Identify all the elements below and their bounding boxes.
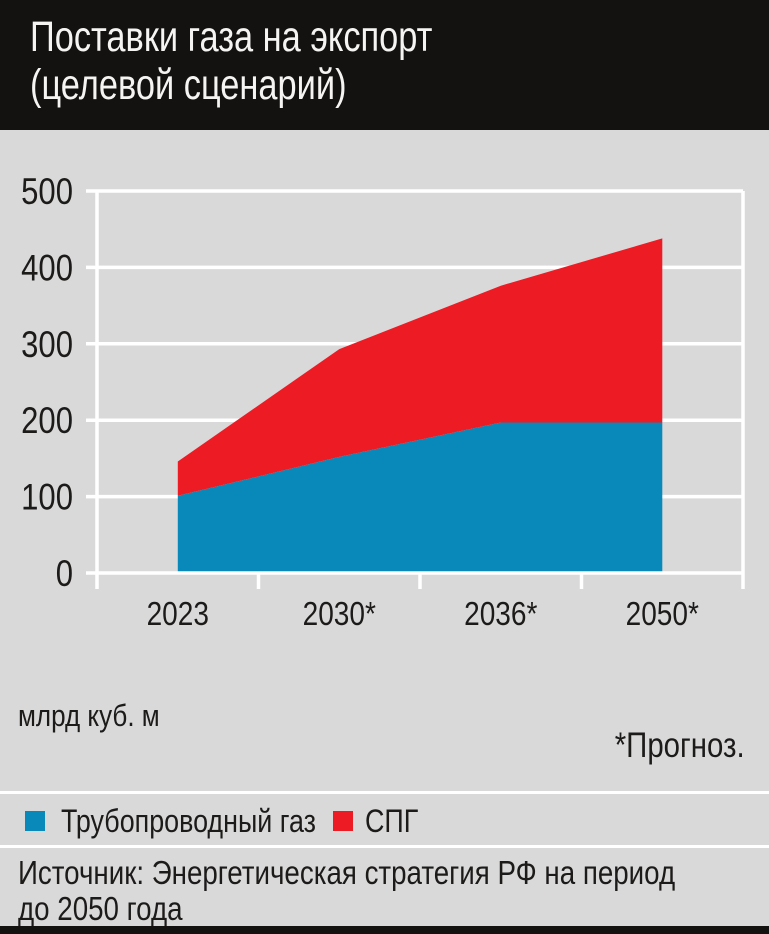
bottom-black-bar	[0, 926, 769, 934]
source-attribution: Источник: Энергетическая стратегия РФ на…	[18, 855, 675, 927]
source-line-1: Источник: Энергетическая стратегия РФ на…	[18, 854, 676, 891]
x-axis-label: 2036*	[464, 596, 537, 633]
svg-text:500: 500	[21, 172, 73, 213]
chart-title-bar: Поставки газа на экспорт (целевой сценар…	[0, 0, 769, 130]
x-axis-label: 2050*	[626, 596, 699, 633]
svg-text:200: 200	[21, 401, 73, 442]
chart-title-line-2: (целевой сценарий)	[30, 61, 347, 109]
svg-text:2030*: 2030*	[303, 596, 376, 633]
y-axis-label: 0	[56, 554, 73, 595]
forecast-footnote: *Прогноз.	[615, 726, 745, 765]
legend-swatch-lng	[333, 811, 353, 831]
area-pipeline-gas	[177, 422, 663, 573]
svg-text:2023: 2023	[147, 596, 209, 633]
legend-label-lng: СПГ	[365, 803, 419, 839]
y-axis-label: 200	[21, 401, 73, 442]
chart-title-line-1: Поставки газа на экспорт	[30, 13, 433, 61]
separator-line	[0, 845, 769, 848]
separator-line	[0, 791, 769, 794]
legend-swatch-pipeline-gas	[25, 811, 45, 831]
svg-text:100: 100	[21, 477, 73, 518]
legend-label-pipeline-gas: Трубопроводный газ	[61, 803, 316, 839]
source-line-2: до 2050 года	[18, 890, 183, 927]
y-axis-label: 300	[21, 324, 73, 365]
svg-text:0: 0	[56, 554, 73, 595]
area-lng	[177, 238, 663, 496]
y-axis-label: 400	[21, 248, 73, 289]
y-axis-units-label: млрд куб. м	[18, 698, 160, 733]
svg-text:2050*: 2050*	[626, 596, 699, 633]
x-axis-label: 2023	[147, 596, 209, 633]
svg-text:400: 400	[21, 248, 73, 289]
y-axis-label: 500	[21, 172, 73, 213]
svg-text:300: 300	[21, 324, 73, 365]
chart-title: Поставки газа на экспорт (целевой сценар…	[30, 13, 432, 109]
svg-text:2036*: 2036*	[464, 596, 537, 633]
x-axis-label: 2030*	[303, 596, 376, 633]
y-axis-label: 100	[21, 477, 73, 518]
